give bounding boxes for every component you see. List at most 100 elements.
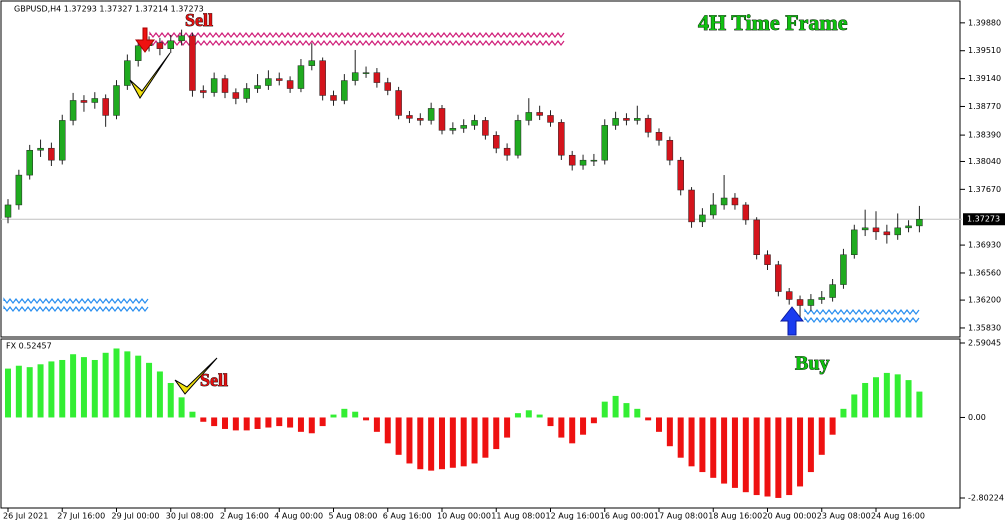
- candle-body: [124, 60, 131, 86]
- histogram-bar: [623, 403, 630, 418]
- candle-body: [319, 60, 326, 96]
- candle-body: [156, 42, 164, 49]
- histogram-bar: [916, 391, 923, 418]
- histogram-bar: [862, 382, 869, 418]
- histogram-bar: [395, 417, 402, 455]
- histogram-bar: [428, 417, 435, 471]
- y-tick-label: 1.39140: [968, 74, 1001, 83]
- candle-body: [525, 112, 533, 121]
- candle-body: [872, 227, 880, 233]
- candle-body: [48, 147, 55, 161]
- candle-body: [330, 95, 337, 101]
- candle-body: [688, 189, 695, 223]
- candle-body: [514, 120, 522, 156]
- candle-body: [764, 254, 771, 265]
- histogram-bar: [80, 357, 87, 418]
- histogram-bar: [721, 417, 728, 484]
- histogram-bar: [688, 417, 695, 467]
- sell-arrow: [135, 27, 155, 53]
- check-mark: [129, 52, 171, 99]
- histogram-bar: [243, 417, 250, 431]
- x-tick-label: 4 Aug 00:00: [274, 512, 323, 521]
- candle-body: [677, 159, 684, 191]
- histogram-bar: [558, 417, 565, 438]
- x-tick-label: 24 Aug 16:00: [871, 512, 925, 521]
- candle-body: [102, 98, 109, 116]
- histogram-bar: [666, 417, 673, 447]
- candle-body: [829, 284, 836, 298]
- histogram-bar: [851, 394, 858, 418]
- histogram-bar: [167, 382, 174, 418]
- indicator-title: FX 0.52457: [6, 342, 52, 351]
- histogram-bar: [829, 417, 836, 435]
- chart-title: GBPUSD,H4 1.37293 1.37327 1.37214 1.3727…: [14, 5, 204, 14]
- candle-body: [547, 115, 554, 123]
- histogram-bar: [797, 417, 804, 487]
- candle-body: [818, 297, 825, 300]
- candle-body: [254, 85, 261, 89]
- histogram-bar: [873, 377, 879, 418]
- zigzag-level: [804, 308, 920, 315]
- histogram-bar: [536, 414, 543, 418]
- histogram-bar: [124, 351, 131, 418]
- y-tick-label: 2.59045: [968, 339, 1001, 348]
- histogram-bar: [26, 367, 33, 418]
- x-tick-label: 12 Aug 16:00: [546, 512, 600, 521]
- candle-body: [905, 225, 912, 229]
- decorations: [129, 27, 805, 395]
- histogram-bar: [634, 408, 641, 418]
- candle-body: [861, 227, 869, 231]
- histogram-bar: [48, 361, 55, 418]
- histogram-bar: [189, 411, 196, 418]
- histogram-bar: [710, 417, 717, 478]
- candle-body: [341, 80, 348, 101]
- candle-body: [558, 122, 565, 156]
- x-tick-label: 11 Aug 08:00: [491, 512, 545, 521]
- y-tick-label: 0.00: [968, 413, 986, 422]
- candle-body: [883, 231, 891, 236]
- candle-body: [297, 65, 305, 89]
- y-tick-label: 1.38040: [968, 157, 1001, 166]
- histogram-bar: [146, 362, 153, 418]
- candle-body: [178, 35, 185, 42]
- y-tick-label: 1.38770: [968, 102, 1001, 111]
- candle-body: [731, 197, 739, 206]
- x-tick-label: 27 Jul 16:00: [57, 512, 105, 521]
- histogram-bar: [15, 365, 22, 418]
- histogram-bar: [569, 417, 576, 444]
- candle-body: [37, 147, 44, 151]
- candle-body: [894, 227, 901, 236]
- candle-body: [59, 120, 66, 161]
- histogram-bar: [373, 417, 380, 432]
- candle-body: [699, 214, 706, 223]
- y-tick-label: 1.36930: [968, 241, 1001, 250]
- candle-body: [210, 78, 218, 93]
- x-tick-label: 18 Aug 16:00: [708, 512, 762, 521]
- histogram-bar: [449, 417, 456, 468]
- candle-body: [568, 154, 576, 166]
- x-tick-label: 23 Aug 08:00: [817, 512, 871, 521]
- indicator-panel: [0, 338, 961, 509]
- x-tick-label: 16 Aug 00:00: [600, 512, 654, 521]
- zigzag-level: [149, 39, 565, 46]
- x-tick-label: 6 Aug 16:00: [383, 512, 432, 521]
- histogram-bar: [287, 417, 294, 428]
- candle-body: [417, 118, 424, 121]
- candle-body: [4, 204, 12, 218]
- y-tick-label: 1.39510: [968, 46, 1001, 55]
- candle-body: [634, 118, 641, 121]
- y-tick-label: 1.37670: [968, 185, 1001, 194]
- candle-body: [243, 88, 250, 99]
- annotation: Sell: [200, 370, 228, 390]
- histogram-bar: [699, 417, 706, 473]
- candle-body: [362, 72, 370, 74]
- histogram-bar: [5, 368, 11, 418]
- candle-body: [221, 78, 229, 93]
- histogram-bar: [308, 417, 315, 434]
- histogram-bar: [200, 417, 207, 422]
- histogram-bar: [471, 417, 478, 464]
- check-mark: [174, 357, 218, 395]
- zigzag-level: [149, 31, 565, 38]
